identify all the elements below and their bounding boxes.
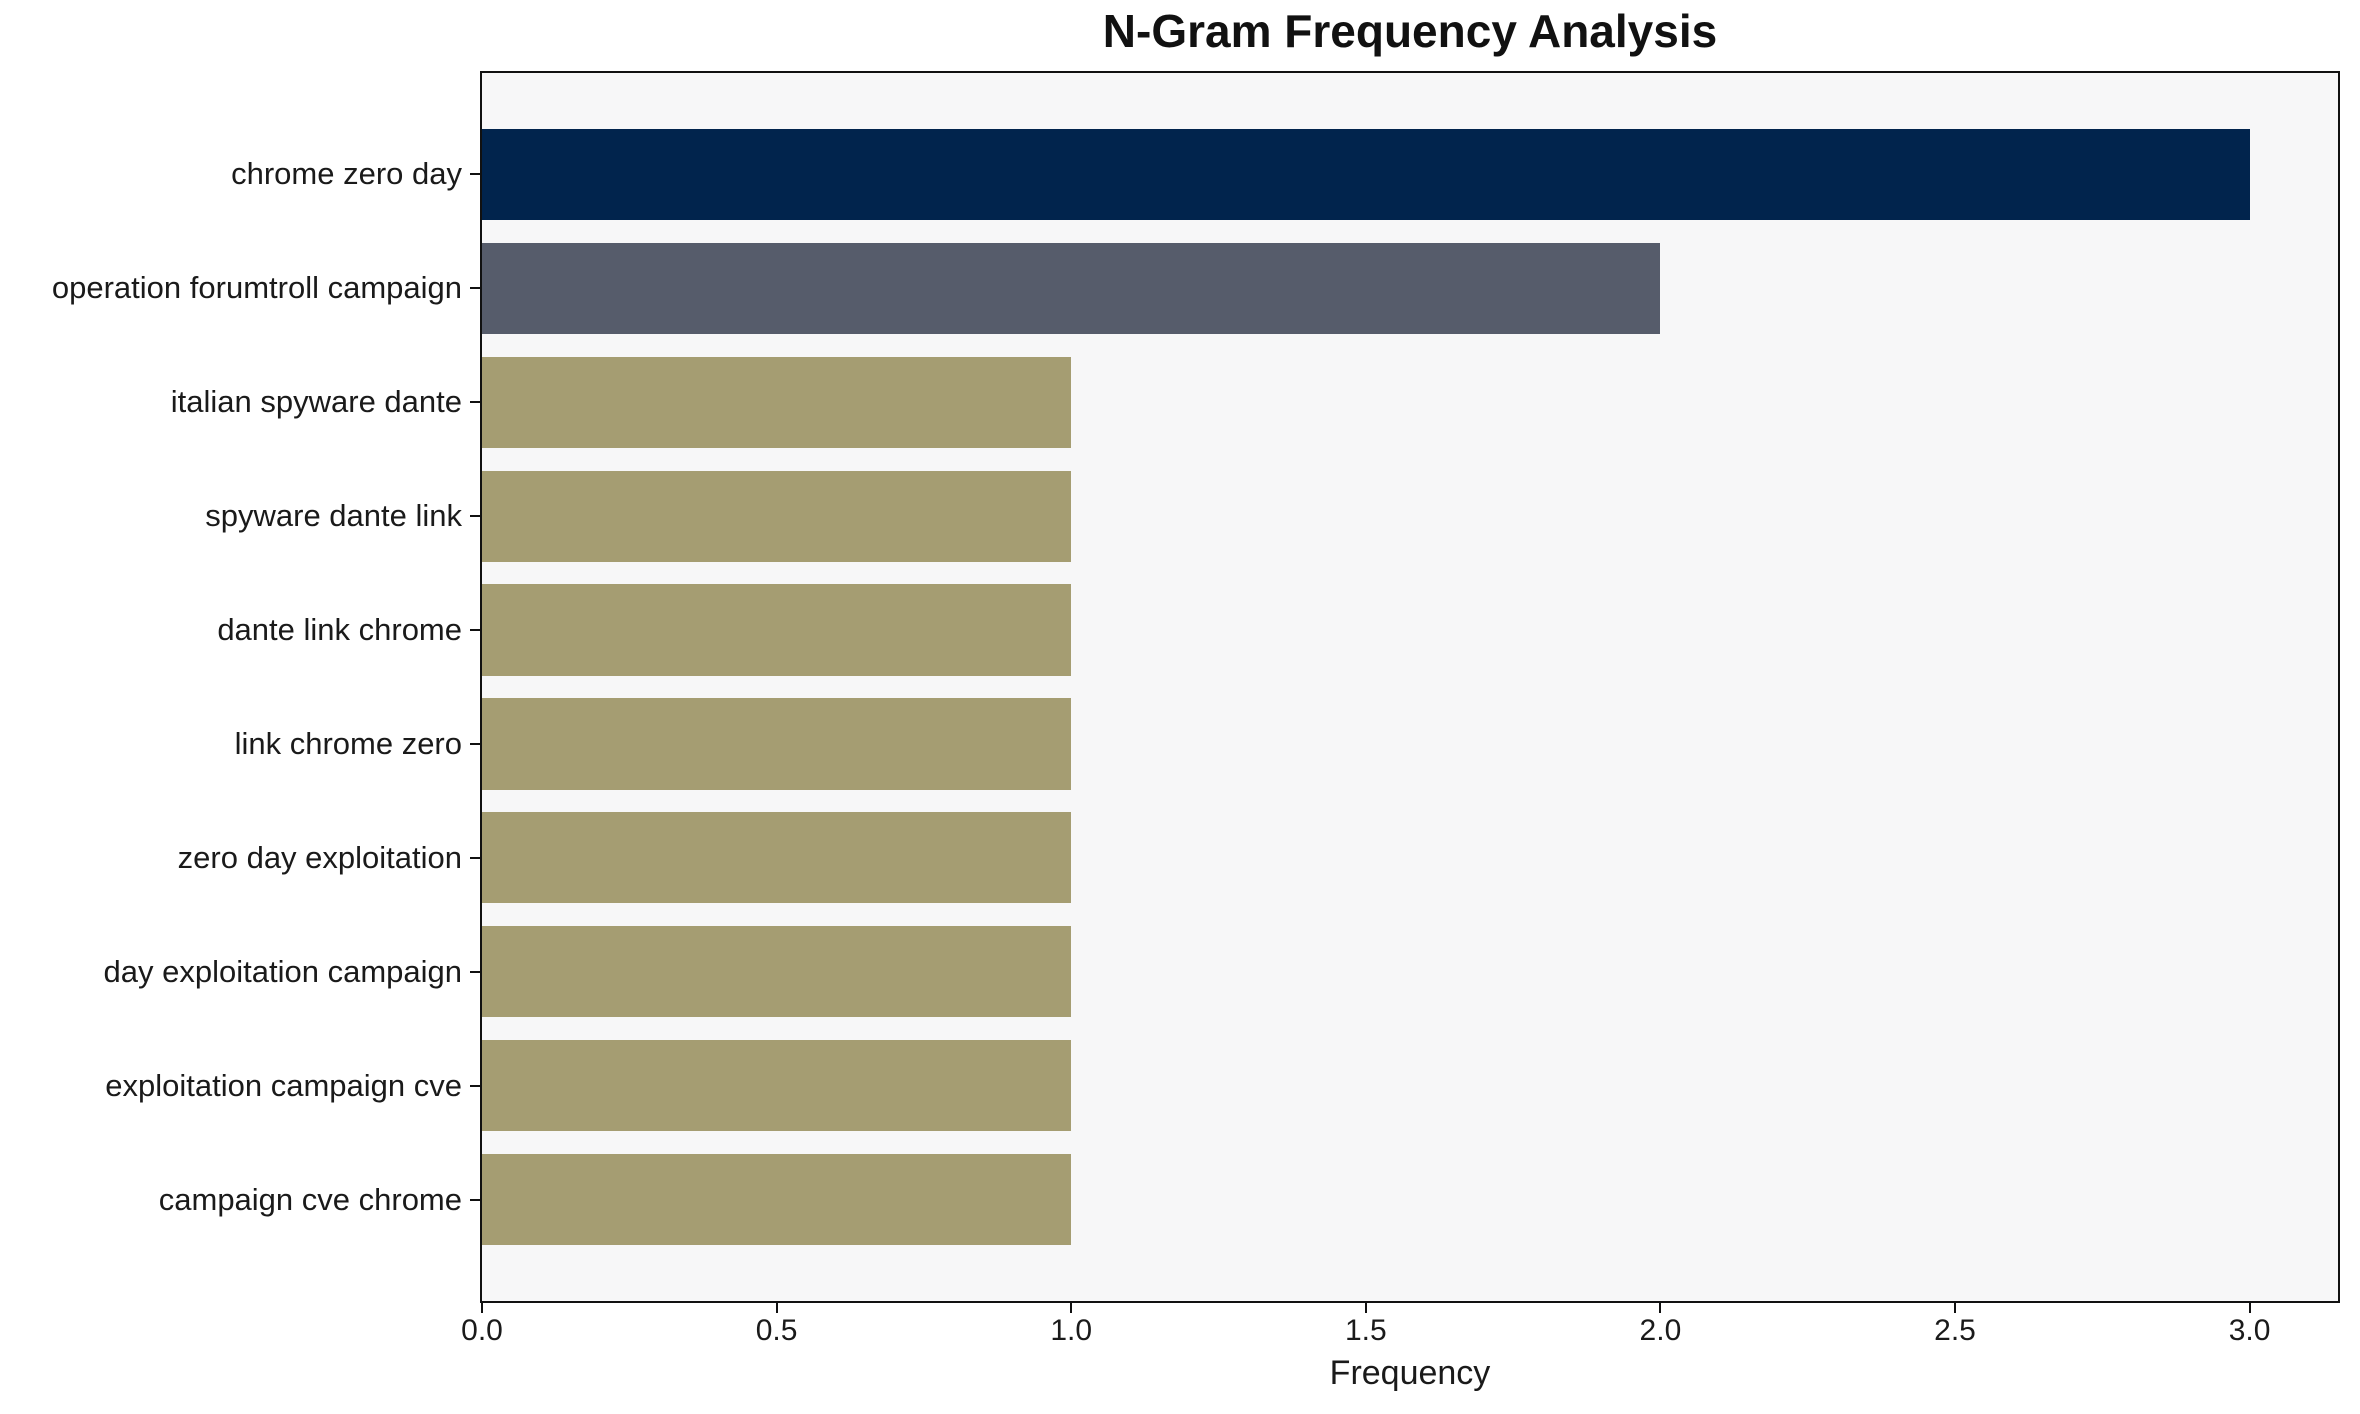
y-tick-mark (470, 1084, 480, 1087)
x-axis-label: Frequency (1329, 1354, 1491, 1392)
y-tick-label: zero day exploitation (177, 839, 462, 875)
y-tick-label: operation forumtroll campaign (51, 270, 462, 306)
y-tick-mark (470, 1198, 480, 1201)
x-tick-label: 3.0 (2228, 1314, 2271, 1347)
x-tick-mark (481, 1303, 483, 1313)
x-tick-mark (2248, 1303, 2251, 1313)
y-tick-label: link chrome zero (234, 725, 462, 761)
y-tick-mark (470, 287, 480, 290)
bar (482, 698, 1072, 790)
bar (482, 1154, 1072, 1246)
x-tick-mark (1364, 1303, 1367, 1313)
x-tick-label: 1.5 (1344, 1314, 1387, 1347)
bar (482, 812, 1072, 904)
x-tick-mark (1070, 1303, 1073, 1313)
bar (482, 1040, 1072, 1132)
x-tick-mark (1954, 1303, 1957, 1313)
y-tick-mark (470, 856, 480, 859)
y-tick-mark (470, 173, 480, 176)
x-tick-label: 2.0 (1639, 1314, 1682, 1347)
y-tick-label: exploitation campaign cve (105, 1067, 462, 1103)
x-tick-label: 0.5 (755, 1314, 798, 1347)
x-tick-mark (775, 1303, 778, 1313)
y-tick-label: campaign cve chrome (158, 1181, 462, 1217)
bar (482, 242, 1661, 334)
y-tick-mark (470, 970, 480, 973)
y-tick-label: italian spyware dante (170, 384, 462, 420)
y-tick-mark (470, 401, 480, 404)
bar (482, 584, 1072, 676)
x-tick-mark (1659, 1303, 1662, 1313)
chart-title: N-Gram Frequency Analysis (1102, 5, 1718, 57)
x-tick-label: 2.5 (1934, 1314, 1976, 1347)
y-tick-label: dante link chrome (217, 612, 462, 648)
y-tick-mark (470, 742, 480, 745)
y-tick-mark (470, 515, 480, 518)
y-tick-mark (470, 629, 480, 632)
y-tick-label: chrome zero day (231, 156, 462, 192)
x-tick-label: 1.0 (1050, 1314, 1093, 1347)
y-tick-label: spyware dante link (205, 498, 462, 534)
bar (482, 926, 1072, 1018)
bar (482, 356, 1072, 448)
x-tick-label: 0.0 (461, 1314, 503, 1347)
bar (482, 128, 2250, 220)
y-tick-label: day exploitation campaign (103, 953, 462, 989)
bar (482, 470, 1072, 562)
plot-area (480, 71, 2340, 1303)
